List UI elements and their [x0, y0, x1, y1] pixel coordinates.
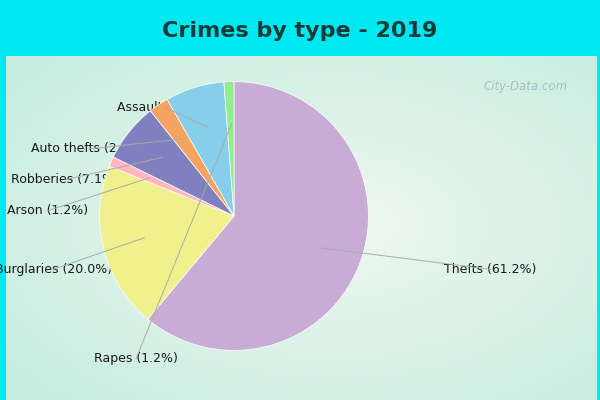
Wedge shape [109, 157, 234, 216]
Wedge shape [224, 82, 234, 216]
Text: Thefts (61.2%): Thefts (61.2%) [445, 263, 537, 276]
Text: Burglaries (20.0%): Burglaries (20.0%) [0, 263, 112, 276]
Wedge shape [113, 111, 234, 216]
Text: Robberies (7.1%): Robberies (7.1%) [11, 173, 119, 186]
Text: Auto thefts (2.4%): Auto thefts (2.4%) [31, 142, 146, 155]
Text: Arson (1.2%): Arson (1.2%) [7, 204, 88, 217]
Text: Assaults (7.1%): Assaults (7.1%) [117, 101, 214, 114]
Text: Crimes by type - 2019: Crimes by type - 2019 [163, 21, 437, 41]
Text: City-Data.com: City-Data.com [484, 80, 568, 93]
Wedge shape [148, 82, 368, 350]
Text: Rapes (1.2%): Rapes (1.2%) [94, 352, 178, 365]
Wedge shape [100, 166, 234, 319]
Wedge shape [151, 99, 234, 216]
Wedge shape [167, 82, 234, 216]
